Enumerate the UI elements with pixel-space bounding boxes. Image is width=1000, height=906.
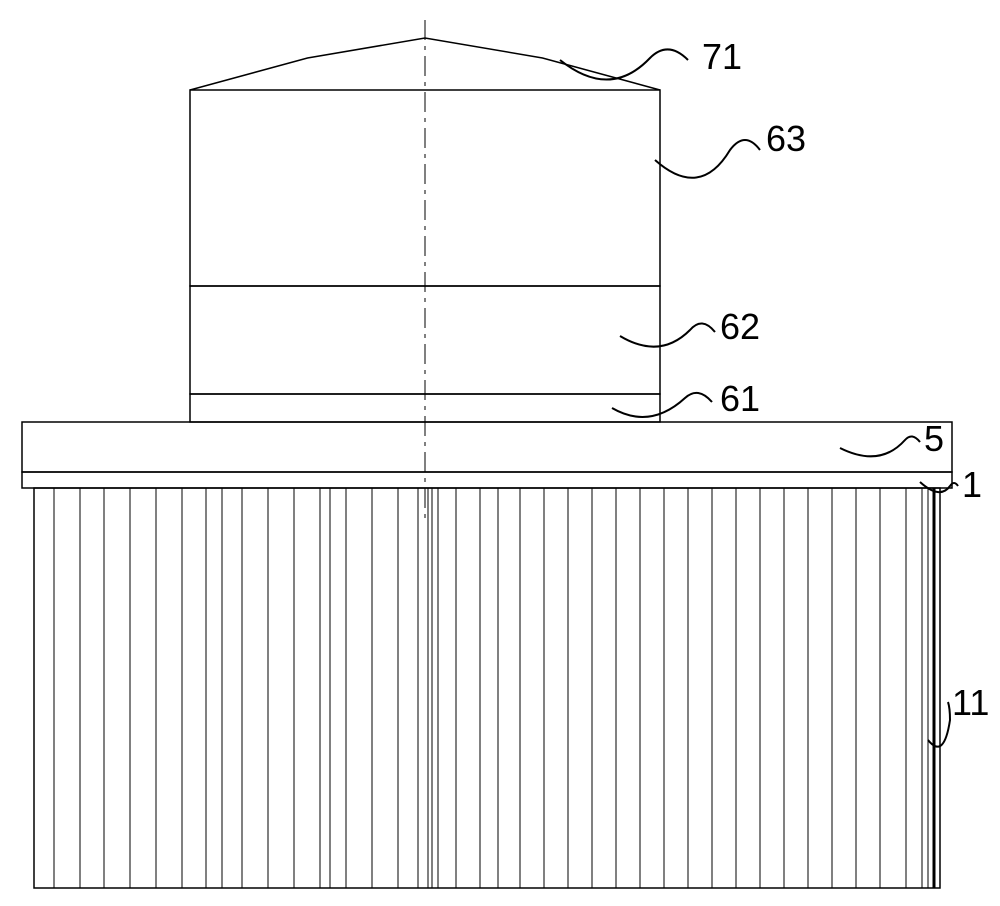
leader-61 <box>612 393 712 417</box>
leader-62 <box>620 323 715 346</box>
label-62: 62 <box>720 306 760 348</box>
leader-71 <box>560 49 688 79</box>
diagram-svg <box>0 0 1000 906</box>
columns-area-11 <box>34 488 940 888</box>
block-5 <box>22 422 952 472</box>
leader-63 <box>655 140 760 178</box>
label-71: 71 <box>702 36 742 78</box>
block-62 <box>190 286 660 394</box>
label-63: 63 <box>766 118 806 160</box>
block-1 <box>22 472 952 488</box>
label-11: 11 <box>952 682 989 724</box>
column-lines <box>34 488 940 888</box>
label-1: 1 <box>962 464 982 506</box>
label-61: 61 <box>720 378 760 420</box>
leader-5 <box>840 436 920 456</box>
leader-11 <box>928 702 950 747</box>
label-5: 5 <box>924 418 944 460</box>
technical-diagram: 71 63 62 61 5 1 11 <box>0 0 1000 906</box>
